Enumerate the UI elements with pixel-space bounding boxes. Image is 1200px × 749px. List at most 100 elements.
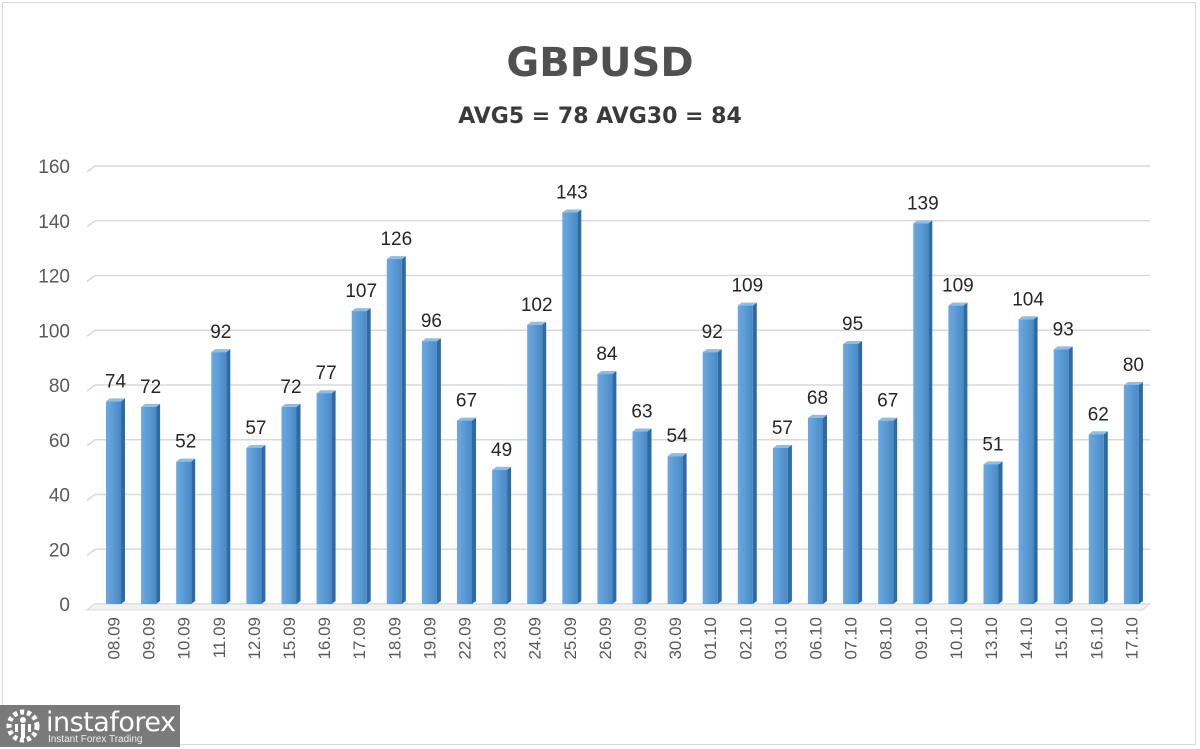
x-tick-label: 15.09 xyxy=(280,617,299,660)
bar: 77 xyxy=(316,363,337,604)
x-tick-label: 17.10 xyxy=(1122,617,1141,660)
x-tick-label: 23.09 xyxy=(491,617,510,660)
x-tick-label: 07.10 xyxy=(842,617,861,660)
x-tick-label: 01.10 xyxy=(701,617,720,660)
data-label: 80 xyxy=(1123,355,1144,376)
bar: 102 xyxy=(521,295,553,604)
y-axis: 0 20 40 60 80 100 120 140 160 xyxy=(38,157,70,616)
bar: 80 xyxy=(1123,355,1144,604)
x-tick-label: 09.10 xyxy=(912,617,931,660)
data-label: 107 xyxy=(345,281,377,302)
instaforex-logo: instaforex Instant Forex Trading xyxy=(0,705,180,747)
bar: 74 xyxy=(105,371,127,604)
x-tick-label: 10.09 xyxy=(175,617,194,660)
x-tick-label: 14.10 xyxy=(1017,617,1036,660)
y-tick-label: 20 xyxy=(49,540,70,561)
x-tick-label: 25.09 xyxy=(561,617,580,660)
y-tick-label: 0 xyxy=(59,595,70,616)
data-label: 72 xyxy=(140,377,161,398)
bar: 54 xyxy=(667,426,689,604)
data-label: 67 xyxy=(456,391,477,412)
y-tick-label: 160 xyxy=(38,157,70,178)
data-label: 96 xyxy=(421,311,442,332)
bar: 143 xyxy=(556,183,588,604)
data-label: 95 xyxy=(842,314,863,335)
data-label: 72 xyxy=(280,377,301,398)
chart-title: GBPUSD xyxy=(506,40,694,86)
x-tick-label: 18.09 xyxy=(385,617,404,660)
bar: 62 xyxy=(1088,404,1109,604)
x-tick-label: 10.10 xyxy=(947,617,966,660)
x-tick-label: 12.09 xyxy=(245,617,264,660)
data-label: 109 xyxy=(731,276,763,297)
data-label: 143 xyxy=(556,183,588,204)
data-label: 104 xyxy=(1012,289,1044,310)
x-tick-label: 29.09 xyxy=(631,617,650,660)
y-tick-label: 40 xyxy=(49,486,70,507)
data-label: 49 xyxy=(491,440,512,461)
data-label: 52 xyxy=(175,432,196,453)
x-tick-label: 24.09 xyxy=(526,617,545,660)
x-tick-label: 16.09 xyxy=(315,617,334,660)
y-tick-label: 120 xyxy=(38,267,70,288)
bars: 74 72 52 92 57 72 77 107 126 96 67 49 102 143 84 63 54 92… xyxy=(105,183,1144,605)
y-tick-label: 80 xyxy=(49,376,70,397)
bar: 93 xyxy=(1053,319,1074,604)
x-axis: 08.09 09.09 10.09 11.09 12.09 15.09 16.09 17.09… xyxy=(105,617,1142,660)
bar: 72 xyxy=(140,377,161,604)
x-tick-label: 02.10 xyxy=(736,617,755,660)
data-label: 77 xyxy=(316,363,337,384)
x-tick-label: 09.09 xyxy=(140,617,159,660)
x-tick-label: 08.10 xyxy=(877,617,896,660)
data-label: 126 xyxy=(380,229,412,250)
gridline-depth xyxy=(86,384,96,392)
gear-person-icon xyxy=(6,709,40,743)
bar: 139 xyxy=(907,193,939,605)
bar: 57 xyxy=(245,418,266,604)
data-label: 84 xyxy=(596,344,618,365)
x-tick-label: 03.10 xyxy=(771,617,790,660)
bar: 57 xyxy=(772,418,793,604)
data-label: 57 xyxy=(772,418,793,439)
x-tick-label: 13.10 xyxy=(982,617,1001,660)
bar: 63 xyxy=(631,402,653,604)
x-tick-label: 17.09 xyxy=(350,617,369,660)
x-tick-label: 06.10 xyxy=(807,617,826,660)
data-label: 102 xyxy=(521,295,553,316)
bar: 84 xyxy=(596,344,618,604)
data-label: 57 xyxy=(245,418,266,439)
data-label: 54 xyxy=(667,426,689,447)
y-tick-label: 60 xyxy=(49,431,70,452)
data-label: 139 xyxy=(907,193,939,214)
x-tick-label: 08.09 xyxy=(105,617,124,660)
bar: 68 xyxy=(807,388,828,604)
bar: 52 xyxy=(175,432,196,604)
data-label: 67 xyxy=(877,391,898,412)
bar: 126 xyxy=(380,229,412,604)
data-label: 62 xyxy=(1088,404,1109,425)
x-tick-label: 30.09 xyxy=(666,617,685,660)
bar: 104 xyxy=(1012,289,1044,604)
x-tick-label: 22.09 xyxy=(456,617,475,660)
gridline-depth xyxy=(86,439,96,447)
data-label: 68 xyxy=(807,388,828,409)
x-tick-label: 26.09 xyxy=(596,617,615,660)
gridline-depth xyxy=(86,329,96,337)
data-label: 63 xyxy=(631,402,652,423)
bar: 67 xyxy=(456,391,477,604)
x-tick-label: 11.09 xyxy=(210,617,229,658)
bar: 96 xyxy=(421,311,442,604)
bar: 49 xyxy=(491,440,512,604)
data-label: 74 xyxy=(105,371,127,392)
x-tick-label: 16.10 xyxy=(1087,617,1106,660)
chart-floor xyxy=(85,603,1152,611)
chart-subtitle: AVG5 = 78 AVG30 = 84 xyxy=(458,104,742,129)
y-tick-label: 100 xyxy=(38,321,70,342)
data-label: 93 xyxy=(1053,319,1074,340)
logo-name: instaforex xyxy=(46,707,176,738)
bar: 109 xyxy=(731,276,763,604)
logo-tagline: Instant Forex Trading xyxy=(48,734,143,745)
bar: 67 xyxy=(877,391,898,604)
